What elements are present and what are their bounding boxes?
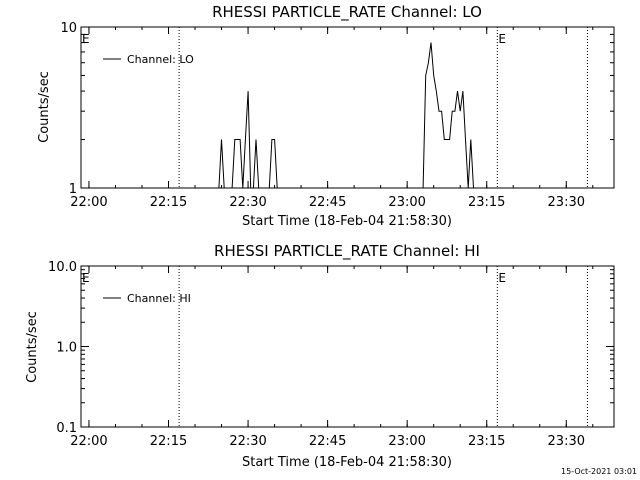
plot-lo-series-line [81, 42, 614, 189]
plot-lo-ytick-label: 1 [69, 182, 77, 197]
plot-lo-ytick-label: 10 [60, 21, 77, 36]
plot-lo-ylabel: Counts/sec [37, 71, 52, 143]
plot-lo-xtick-label: 22:45 [309, 195, 346, 210]
plot-lo-xtick-label: 23:30 [548, 195, 585, 210]
plot-hi-xtick-label: 23:15 [468, 434, 505, 449]
plot-lo-xtick-label: 22:00 [70, 195, 107, 210]
plot-lo-title: RHESSI PARTICLE_RATE Channel: LO [212, 3, 482, 22]
plot-hi-xtick-label: 23:00 [388, 434, 425, 449]
plot-hi-ytick-label: 0.1 [56, 421, 77, 436]
plot-hi-event-marker: E [82, 271, 90, 285]
plot-lo-xtick-label: 22:15 [150, 195, 187, 210]
plot-lo-xtick-label: 23:15 [468, 195, 505, 210]
plot-hi-xtick-label: 22:30 [229, 434, 266, 449]
plot-hi-event-marker: E [498, 271, 506, 285]
plot-lo-xlabel: Start Time (18-Feb-04 21:58:30) [242, 214, 452, 229]
plot-lo: RHESSI PARTICLE_RATE Channel: LO Start T… [37, 3, 615, 229]
plot-lo-legend-label: Channel: LO [127, 53, 194, 66]
plot-lo-event-marker: E [498, 32, 506, 46]
plot-lo-xtick-label: 23:00 [388, 195, 425, 210]
timestamp: 15-Oct-2021 03:01 [561, 467, 637, 476]
plot-hi-xtick-label: 22:45 [309, 434, 346, 449]
plot-hi-ytick-label: 10.0 [48, 260, 77, 275]
plot-hi-xtick-label: 23:30 [548, 434, 585, 449]
plot-lo-xtick-label: 22:30 [229, 195, 266, 210]
plot-hi-xlabel: Start Time (18-Feb-04 21:58:30) [242, 455, 452, 470]
plot-hi-legend-label: Channel: HI [127, 292, 191, 305]
plot-hi-ytick-label: 1.0 [56, 341, 77, 356]
plot-lo-frame [80, 26, 615, 189]
plot-hi-ylabel: Counts/sec [25, 311, 40, 383]
plot-hi-xtick-label: 22:00 [70, 434, 107, 449]
plot-hi: RHESSI PARTICLE_RATE Channel: HI Start T… [25, 242, 615, 470]
plot-hi-frame [80, 265, 615, 428]
plot-lo-event-marker: E [82, 32, 90, 46]
plot-hi-xtick-label: 22:15 [150, 434, 187, 449]
plot-hi-title: RHESSI PARTICLE_RATE Channel: HI [214, 242, 480, 261]
